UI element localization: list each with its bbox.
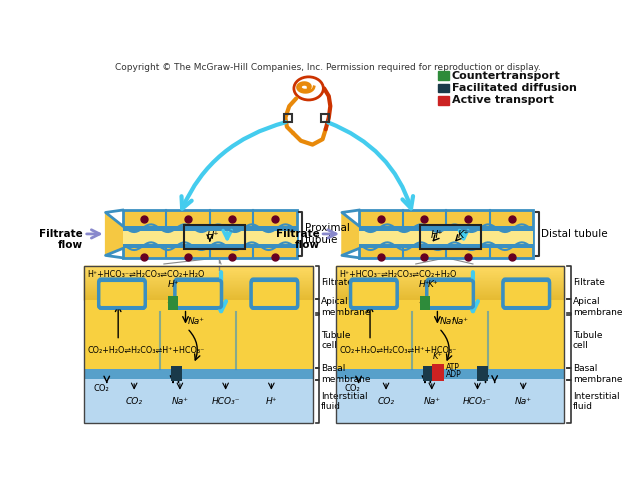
Bar [84,265,312,423]
Text: Interstitial
fluid: Interstitial fluid [573,392,620,411]
Bar [477,366,488,381]
Bar [171,366,182,381]
Bar [84,369,312,380]
Text: K⁺: K⁺ [428,280,439,289]
Polygon shape [106,213,123,255]
FancyBboxPatch shape [251,279,298,309]
Text: Na⁺: Na⁺ [423,397,440,406]
Bar [336,265,564,423]
FancyBboxPatch shape [427,280,474,308]
Text: HCO₃⁻: HCO₃⁻ [463,397,492,406]
Text: CO₂+H₂O⇌H₂CO₃⇌H⁺+HCO₃⁻: CO₂+H₂O⇌H₂CO₃⇌H⁺+HCO₃⁻ [340,346,457,355]
Text: CO₂: CO₂ [378,397,394,406]
Bar [84,300,312,312]
Text: H⁺+HCO₃⁻⇌H₂CO₃⇌CO₂+H₂O: H⁺+HCO₃⁻⇌H₂CO₃⇌CO₂+H₂O [340,270,457,279]
Bar [359,230,533,244]
Text: Filtrate: Filtrate [573,278,605,288]
Text: Na⁺: Na⁺ [515,397,532,406]
Text: HCO₃⁻: HCO₃⁻ [211,397,240,406]
Bar [321,114,329,121]
Text: Countertransport: Countertransport [452,71,561,81]
Text: Proximal
tubule: Proximal tubule [305,223,349,245]
Text: K⁺: K⁺ [458,230,469,240]
Bar [420,225,481,249]
Text: Distal tubule: Distal tubule [541,229,608,239]
Bar [123,210,297,258]
FancyBboxPatch shape [251,280,298,308]
Bar [336,312,564,369]
Text: Na⁺: Na⁺ [172,397,188,406]
Bar [359,210,533,258]
Bar [336,369,564,380]
Bar [336,380,564,423]
FancyBboxPatch shape [351,279,397,309]
Bar [123,244,297,249]
Bar [438,72,449,80]
Text: Facilitated diffusion: Facilitated diffusion [452,83,577,93]
Bar [432,364,444,381]
Bar [284,114,292,121]
Bar [123,226,297,230]
Bar [359,226,533,230]
Text: Copyright © The McGraw-Hill Companies, Inc. Permission required for reproduction: Copyright © The McGraw-Hill Companies, I… [115,63,541,72]
Text: Apical
membrane: Apical membrane [321,298,371,317]
Text: Tubule
cell: Tubule cell [573,331,602,350]
FancyBboxPatch shape [503,280,550,308]
Text: Active transport: Active transport [452,96,554,105]
FancyBboxPatch shape [99,280,145,308]
Text: Interstitial
fluid: Interstitial fluid [321,392,367,411]
Text: CO₂+H₂O⇌H₂CO₃⇌H⁺+HCO₃⁻: CO₂+H₂O⇌H₂CO₃⇌H⁺+HCO₃⁻ [88,346,205,355]
Text: Na⁺: Na⁺ [188,317,205,326]
Bar [123,230,297,244]
Text: Filtrate
flow: Filtrate flow [39,228,83,250]
Bar [336,300,564,369]
Bar [168,296,178,310]
Text: CO₂: CO₂ [345,384,361,393]
Text: Filtrate
flow: Filtrate flow [276,228,319,250]
FancyBboxPatch shape [427,279,474,309]
FancyBboxPatch shape [351,280,397,308]
Bar [184,225,244,249]
Text: H⁺: H⁺ [419,280,431,289]
Text: H⁺: H⁺ [431,230,444,240]
Text: H⁺: H⁺ [168,280,179,289]
FancyBboxPatch shape [503,279,550,309]
Text: Apical
membrane: Apical membrane [573,298,623,317]
Text: H⁺: H⁺ [207,231,220,240]
Bar [359,244,533,249]
Bar [84,300,312,369]
Bar [336,300,564,312]
FancyBboxPatch shape [99,279,145,309]
Text: Na⁺: Na⁺ [440,317,457,326]
Text: Basal
membrane: Basal membrane [573,364,623,384]
Bar [420,296,429,310]
Polygon shape [342,213,359,255]
Bar [438,84,449,92]
Text: K⁺: K⁺ [433,352,443,361]
Text: ATP: ATP [445,363,460,372]
Bar [422,366,433,381]
Text: H⁺+HCO₃⁻⇌H₂CO₃⇌CO₂+H₂O: H⁺+HCO₃⁻⇌H₂CO₃⇌CO₂+H₂O [88,270,205,279]
FancyBboxPatch shape [175,279,221,309]
Text: Na⁺: Na⁺ [451,317,468,326]
Text: CO₂: CO₂ [93,384,109,393]
Text: H⁺: H⁺ [266,397,277,406]
Text: CO₂: CO₂ [125,397,143,406]
Bar [84,380,312,423]
Text: Filtrate: Filtrate [321,278,353,288]
Bar [84,312,312,369]
Text: Tubule
cell: Tubule cell [321,331,351,350]
FancyBboxPatch shape [175,280,221,308]
Bar [438,96,449,105]
Text: Basal
membrane: Basal membrane [321,364,371,384]
Text: ADP: ADP [445,370,461,379]
